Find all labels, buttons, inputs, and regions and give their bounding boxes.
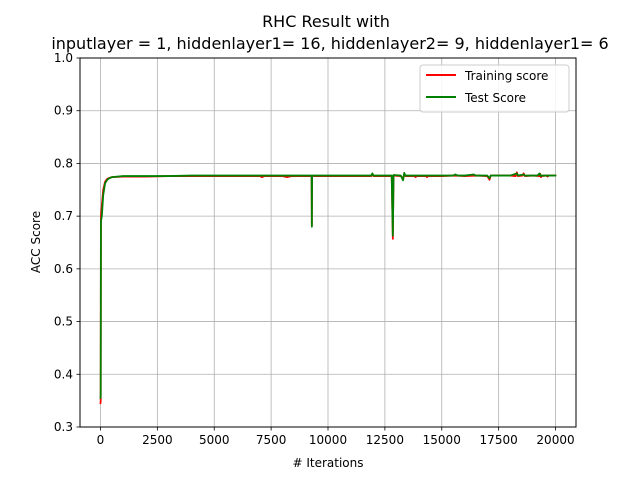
legend-label-test: Test Score bbox=[464, 91, 526, 105]
y-tick-label: 0.6 bbox=[54, 262, 73, 276]
y-tick-label: 0.8 bbox=[54, 156, 73, 170]
x-tick-label: 12500 bbox=[366, 433, 404, 447]
chart-title-line2: inputlayer = 1, hiddenlayer1= 16, hidden… bbox=[51, 34, 608, 53]
x-tick-label: 2500 bbox=[142, 433, 173, 447]
x-tick-label: 15000 bbox=[423, 433, 461, 447]
y-tick-label: 0.9 bbox=[54, 104, 73, 118]
y-tick-label: 0.5 bbox=[54, 315, 73, 329]
legend: Training score Test Score bbox=[419, 64, 570, 113]
x-tick-label: 17500 bbox=[480, 433, 518, 447]
y-tick-label: 0.4 bbox=[54, 367, 73, 381]
x-tick-label: 5000 bbox=[199, 433, 230, 447]
series-layer bbox=[99, 171, 557, 405]
series-line-test bbox=[99, 172, 557, 399]
x-tick-label: 10000 bbox=[309, 433, 347, 447]
y-tick-label: 1.0 bbox=[54, 51, 73, 65]
x-tick-label: 0 bbox=[97, 433, 105, 447]
x-axis-label: # Iterations bbox=[292, 456, 363, 470]
x-tick-label: 20000 bbox=[536, 433, 574, 447]
legend-label-training: Training score bbox=[464, 69, 548, 83]
x-tick-label: 7500 bbox=[256, 433, 287, 447]
y-axis-label: ACC Score bbox=[29, 211, 43, 273]
axis-ticks: 0 2500 5000 7500 10000 12500 15000 17500 20000 0.… bbox=[54, 51, 575, 447]
chart-title-line1: RHC Result with bbox=[262, 12, 390, 31]
y-tick-label: 0.7 bbox=[54, 209, 73, 223]
legend-box bbox=[419, 64, 570, 113]
y-tick-label: 0.3 bbox=[54, 420, 73, 434]
